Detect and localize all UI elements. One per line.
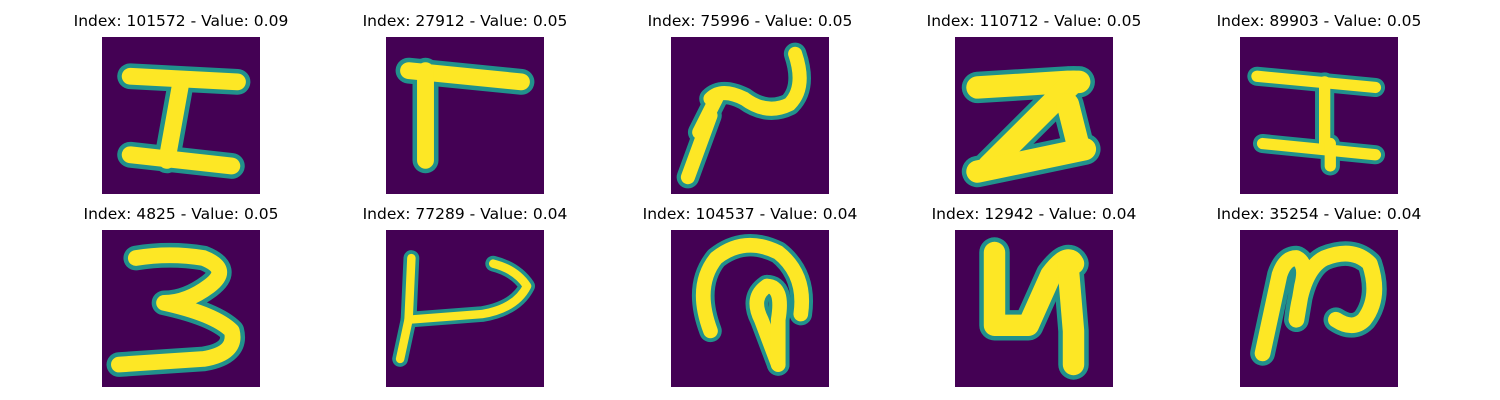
glyph-3-icon [102, 230, 260, 387]
glyph-sideways-S-icon [671, 37, 829, 194]
glyph-4-icon [955, 230, 1113, 387]
panel-title: Index: 101572 - Value: 0.09 [73, 12, 289, 30]
panel-4: Index: 110712 - Value: 0.05 [909, 12, 1159, 202]
glyph-N-icon [1240, 230, 1398, 387]
panel-3: Index: 75996 - Value: 0.05 [625, 12, 875, 202]
panel-title: Index: 110712 - Value: 0.05 [926, 12, 1142, 30]
panel-1: Index: 101572 - Value: 0.09 [56, 12, 306, 202]
panel-title: Index: 27912 - Value: 0.05 [362, 12, 568, 30]
panel-title: Index: 104537 - Value: 0.04 [642, 205, 858, 223]
glyph-Gamma-icon [386, 37, 544, 194]
digit-image [1240, 230, 1398, 387]
panel-2: Index: 27912 - Value: 0.05 [340, 12, 590, 202]
panel-9: Index: 12942 - Value: 0.04 [909, 205, 1159, 395]
digit-image [955, 37, 1113, 194]
digit-image [102, 230, 260, 387]
digit-image [386, 37, 544, 194]
panel-7: Index: 77289 - Value: 0.04 [340, 205, 590, 395]
panel-6: Index: 4825 - Value: 0.05 [56, 205, 306, 395]
digit-image [671, 37, 829, 194]
glyph-Z-icon [955, 37, 1113, 194]
glyph-rotated-J-icon [386, 230, 544, 387]
digit-image [102, 37, 260, 194]
panel-title: Index: 75996 - Value: 0.05 [647, 12, 853, 30]
digit-image [955, 230, 1113, 387]
panel-8: Index: 104537 - Value: 0.04 [625, 205, 875, 395]
panel-5: Index: 89903 - Value: 0.05 [1194, 12, 1444, 202]
glyph-I-icon [102, 37, 260, 194]
digit-image [386, 230, 544, 387]
glyph-H-icon [1240, 37, 1398, 194]
digit-image [671, 230, 829, 387]
digit-image [1240, 37, 1398, 194]
glyph-loop-icon [671, 230, 829, 387]
panel-title: Index: 12942 - Value: 0.04 [931, 205, 1137, 223]
panel-title: Index: 35254 - Value: 0.04 [1216, 205, 1422, 223]
panel-10: Index: 35254 - Value: 0.04 [1194, 205, 1444, 395]
panel-title: Index: 89903 - Value: 0.05 [1216, 12, 1422, 30]
panel-title: Index: 77289 - Value: 0.04 [362, 205, 568, 223]
panel-title: Index: 4825 - Value: 0.05 [83, 205, 279, 223]
